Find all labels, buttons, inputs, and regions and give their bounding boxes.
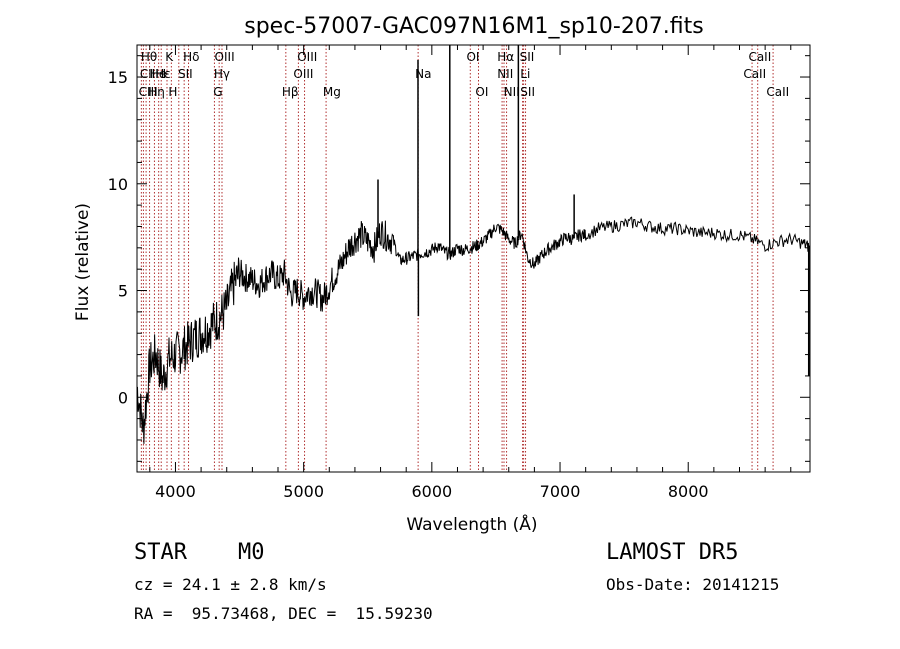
line-label: NII (497, 67, 513, 81)
y-tick-label: 5 (118, 282, 128, 301)
line-label: OIII (297, 50, 317, 64)
x-tick-label: 8000 (668, 482, 709, 501)
line-label: OI (475, 85, 488, 99)
observation-date: Obs-Date: 20141215 (606, 575, 780, 594)
line-label: Hα (497, 50, 514, 64)
line-label: G (213, 85, 222, 99)
line-label: Hδ (183, 50, 199, 64)
coordinates: RA = 95.73468, DEC = 15.59230 (134, 604, 433, 623)
line-label: Hθ (141, 50, 157, 64)
line-label: OIII (293, 67, 313, 81)
line-label: K (165, 50, 174, 64)
spectrum-trace (136, 45, 811, 444)
line-label: SII (178, 67, 193, 81)
line-label: Li (520, 67, 530, 81)
line-label: OIII (215, 50, 235, 64)
line-label: OI (466, 50, 479, 64)
x-axis-label: Wavelength (Å) (406, 513, 537, 535)
line-label: Hη (148, 85, 165, 99)
chart-title: spec-57007-GAC097N16M1_sp10-207.fits (244, 14, 704, 39)
y-tick-label: 0 (118, 388, 128, 407)
line-label: NII (504, 85, 520, 99)
x-tick-label: 5000 (283, 482, 324, 501)
y-tick-label: 10 (108, 175, 128, 194)
line-label: CIII (139, 85, 158, 99)
line-label: Mg (323, 85, 341, 99)
line-label: I (163, 67, 167, 81)
line-label: Hγ (214, 67, 230, 81)
spectral-line-markers (140, 45, 774, 472)
object-subclass: M0 (238, 540, 265, 565)
line-label: He (150, 67, 166, 81)
line-label: H (168, 85, 177, 99)
line-label: Na (415, 67, 431, 81)
line-label: Hβ (282, 85, 299, 99)
plot-axes: 4000 5000 6000 7000 8000 0 5 10 15 (108, 44, 811, 501)
object-class: STAR (134, 540, 187, 565)
x-tick-label: 6000 (411, 482, 452, 501)
line-label: Hε (155, 67, 171, 81)
line-label: CaII (748, 50, 771, 64)
y-axis-label: Flux (relative) (73, 203, 93, 321)
line-label: CaII (743, 67, 766, 81)
redshift-velocity: cz = 24.1 ± 2.8 km/s (134, 575, 327, 594)
y-tick-label: 15 (108, 68, 128, 87)
line-label: SII (520, 50, 535, 64)
plot-frame (136, 44, 811, 473)
line-label: CaII (766, 85, 789, 99)
spectrum-line (136, 216, 811, 444)
x-tick-label: 7000 (540, 482, 581, 501)
survey-name: LAMOST DR5 (606, 540, 739, 565)
x-tick-label: 4000 (155, 482, 196, 501)
line-label: SII (520, 85, 535, 99)
